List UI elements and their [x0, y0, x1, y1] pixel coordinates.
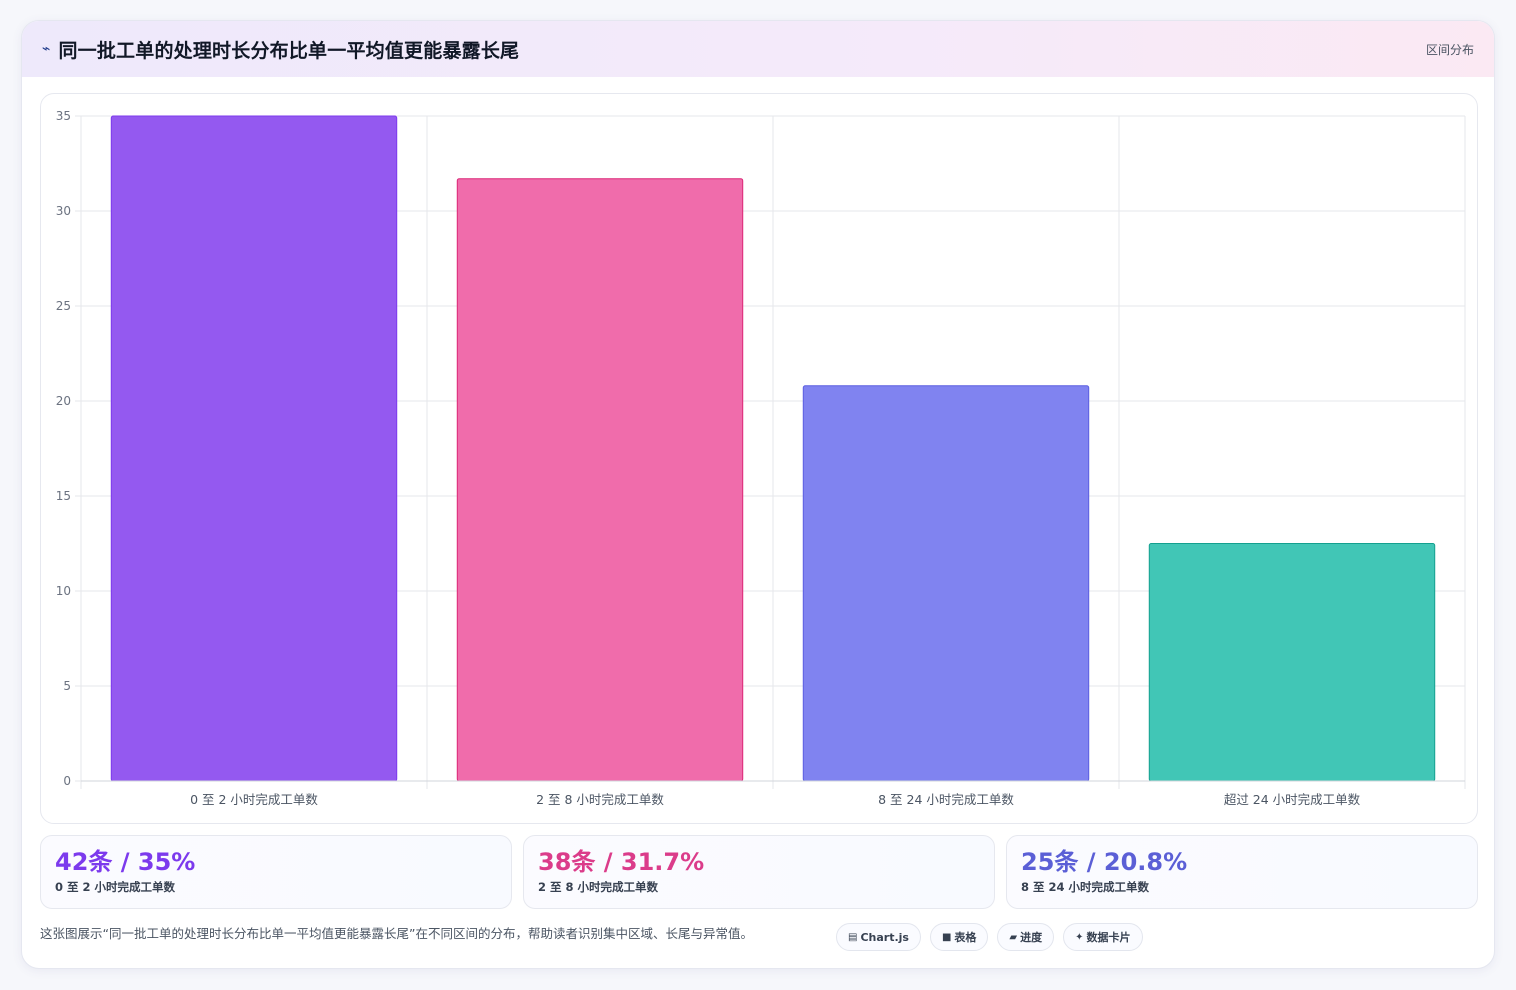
table-icon: ■ — [941, 931, 952, 943]
stat-value: 38条 / 31.7% — [538, 848, 705, 876]
y-tick-label: 20 — [56, 394, 71, 408]
chip-label: 进度 — [1020, 931, 1043, 944]
chart-description: 这张图展示“同一批工单的处理时长分布比单一平均值更能暴露长尾”在不同区间的分布，… — [40, 926, 753, 941]
x-tick-label: 超过 24 小时完成工单数 — [1224, 792, 1361, 807]
bar — [456, 178, 744, 782]
stat-label: 2 至 8 小时完成工单数 — [538, 880, 659, 894]
distribution-badge: 区间分布 — [1425, 43, 1474, 57]
y-tick-label: 15 — [56, 489, 71, 503]
y-tick-label: 35 — [56, 109, 71, 123]
stats-row: 42条 / 35% 0 至 2 小时完成工单数 38条 / 31.7% 2 至 … — [40, 835, 1478, 909]
stat-card: 38条 / 31.7% 2 至 8 小时完成工单数 — [523, 835, 995, 909]
feature-chips: ▤ Chart.js ■ 表格 ▰ 进度 ✦ 数据卡片 — [836, 923, 1143, 951]
progress-icon: ▰ — [1009, 931, 1018, 943]
y-tick-label: 10 — [56, 584, 71, 598]
y-tick-label: 25 — [56, 299, 71, 313]
stat-label: 0 至 2 小时完成工单数 — [55, 880, 176, 894]
bar — [802, 385, 1090, 782]
chip-label: 数据卡片 — [1086, 931, 1131, 944]
bar — [1148, 543, 1436, 782]
chip-table[interactable]: ■ 表格 — [929, 923, 989, 951]
chip-label: Chart.js — [860, 930, 909, 944]
card-header: ⌁ 同一批工单的处理时长分布比单一平均值更能暴露长尾 区间分布 — [22, 21, 1494, 77]
x-tick-label: 0 至 2 小时完成工单数 — [190, 792, 318, 807]
stat-value: 42条 / 35% — [55, 848, 196, 876]
stat-label: 8 至 24 小时完成工单数 — [1021, 880, 1150, 894]
stat-value: 25条 / 20.8% — [1021, 848, 1188, 876]
y-tick-label: 0 — [63, 774, 71, 788]
sparkle-icon: ✦ — [1075, 931, 1084, 943]
bar — [110, 115, 398, 782]
chip-label: 表格 — [954, 931, 977, 944]
chart-card: ⌁ 同一批工单的处理时长分布比单一平均值更能暴露长尾 区间分布 0 5 10 15 20… — [21, 20, 1495, 969]
chart-container: 0 5 10 15 20 25 30 35 0 至 2 小时完成工单数 2 至 8 小时完成工单数… — [40, 93, 1478, 824]
chip-progress[interactable]: ▰ 进度 — [997, 923, 1055, 951]
chart-icon: ▤ — [848, 931, 858, 943]
chart-line-icon: ⌁ — [42, 41, 51, 57]
x-tick-label: 2 至 8 小时完成工单数 — [536, 792, 664, 807]
bar-chart: 0 5 10 15 20 25 30 35 0 至 2 小时完成工单数 2 至 8 小时完成工单数… — [56, 109, 1466, 807]
y-tick-label: 5 — [63, 679, 71, 693]
stat-card: 25条 / 20.8% 8 至 24 小时完成工单数 — [1006, 835, 1478, 909]
page-title: 同一批工单的处理时长分布比单一平均值更能暴露长尾 — [58, 39, 520, 62]
chip-data-card[interactable]: ✦ 数据卡片 — [1063, 923, 1143, 951]
x-tick-label: 8 至 24 小时完成工单数 — [878, 792, 1014, 807]
y-tick-label: 30 — [56, 204, 71, 218]
chip-chartjs[interactable]: ▤ Chart.js — [836, 923, 921, 951]
stat-card: 42条 / 35% 0 至 2 小时完成工单数 — [40, 835, 512, 909]
